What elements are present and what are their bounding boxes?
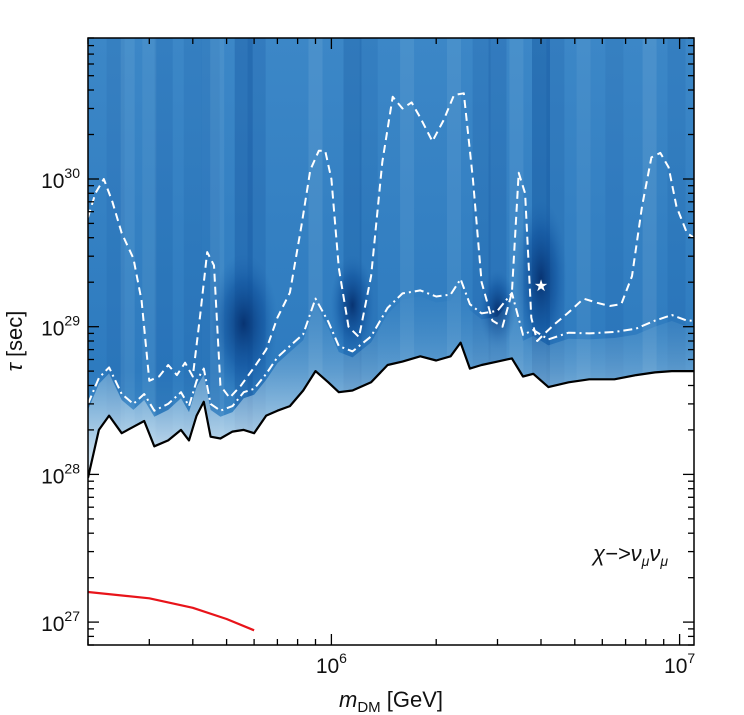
- stripe-2: [183, 38, 202, 478]
- series-lower-limit-black: [88, 341, 694, 478]
- stripe-1: [154, 38, 173, 478]
- y-tick-exp: 27: [64, 608, 80, 624]
- x-tick-exp: 7: [687, 650, 695, 666]
- x-tick-label: 107: [664, 650, 695, 678]
- y-tick-base: 10: [41, 318, 64, 341]
- y-tick-exp: 29: [64, 313, 80, 329]
- x-axis-unit: [GeV]: [381, 687, 443, 712]
- y-tick-base: 10: [41, 465, 64, 488]
- channel-annotation: χ−>νμνμ: [591, 541, 668, 569]
- series-reference-red: [88, 590, 255, 632]
- x-axis-label: mDM [GeV]: [339, 687, 443, 715]
- y-tick-base: 10: [41, 613, 64, 636]
- x-tick-label: 106: [316, 650, 347, 678]
- x-axis-sub: DM: [357, 699, 380, 715]
- light-stripe-0: [120, 38, 135, 478]
- x-tick-base: 10: [316, 655, 339, 678]
- series-lines: [88, 92, 694, 632]
- x-axis-var: m: [339, 687, 357, 712]
- channel-nu-2: ν: [649, 541, 660, 566]
- channel-sub-1: μ: [641, 553, 650, 569]
- series-dashed-white: [88, 92, 694, 399]
- y-tick-label: 1029: [41, 313, 80, 341]
- series-dash-dot-white: [88, 278, 694, 412]
- hotspot-2: [330, 255, 375, 356]
- x-tick-exp: 6: [339, 650, 347, 666]
- y-tick-label: 1030: [41, 165, 80, 193]
- stripe-3: [201, 38, 220, 478]
- y-tick-exp: 28: [64, 460, 80, 476]
- y-tick-exp: 30: [64, 165, 80, 181]
- y-axis-unit: [sec]: [2, 311, 27, 364]
- axis-ticks: [87, 37, 694, 646]
- channel-sub-2: μ: [659, 553, 668, 569]
- y-tick-label: 1027: [41, 608, 80, 636]
- y-tick-label: 1028: [41, 460, 80, 488]
- x-tick-base: 10: [664, 655, 687, 678]
- stripe-0: [106, 38, 125, 478]
- channel-prefix: χ−>ν: [591, 541, 642, 566]
- hotspot-0: [209, 253, 278, 394]
- y-axis-label: τ [sec]: [2, 311, 27, 372]
- y-axis-var: τ: [2, 361, 27, 371]
- best-fit-marker: ★: [534, 276, 548, 295]
- y-tick-base: 10: [41, 170, 64, 193]
- light-stripe-1: [142, 38, 157, 478]
